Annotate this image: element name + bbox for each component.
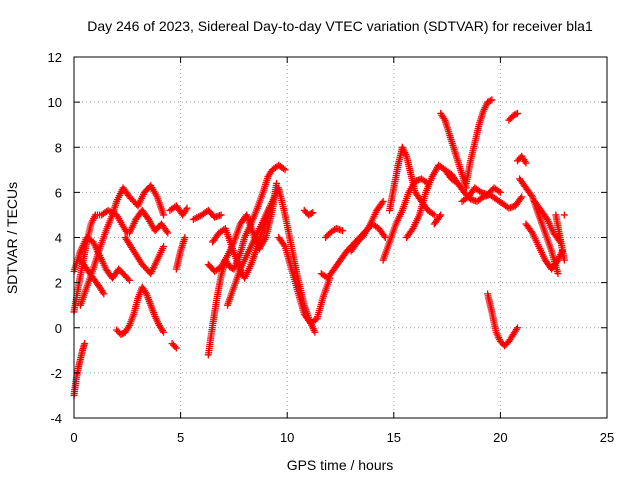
y-tick-label: -2 (50, 366, 62, 381)
data-point (339, 227, 347, 235)
data-point (518, 193, 526, 201)
data-point (379, 197, 387, 205)
data-point (512, 110, 520, 118)
data-point (163, 227, 171, 235)
data-point (311, 328, 319, 336)
data-point (380, 232, 388, 240)
data-point (437, 211, 445, 219)
data-point (513, 109, 521, 117)
data-point (486, 97, 494, 105)
data-point (309, 209, 317, 217)
data-point (164, 229, 172, 237)
data-point (81, 340, 89, 348)
data-point (183, 204, 191, 212)
data-point (160, 243, 168, 251)
y-tick-label: 6 (55, 185, 62, 200)
data-point (430, 211, 438, 219)
data-point (160, 211, 168, 219)
chart-title: Day 246 of 2023, Sidereal Day-to-day VTE… (87, 18, 593, 34)
x-tick-label: 15 (387, 430, 401, 445)
x-tick-label: 5 (177, 430, 184, 445)
data-point (513, 324, 521, 332)
data-point (378, 199, 386, 207)
y-tick-label: 10 (48, 95, 62, 110)
data-point (522, 159, 530, 167)
data-point (172, 344, 180, 352)
data-point (495, 187, 503, 195)
data-point (488, 96, 496, 104)
data-point (160, 328, 168, 336)
data-point (181, 234, 189, 241)
x-tick-label: 0 (70, 430, 77, 445)
data-point (527, 191, 535, 199)
data-point (125, 276, 133, 284)
y-tick-label: 2 (55, 276, 62, 291)
y-tick-label: 12 (48, 50, 62, 65)
x-tick-label: 20 (493, 430, 507, 445)
x-tick-label: 25 (600, 430, 614, 445)
y-tick-label: 8 (55, 140, 62, 155)
data-point (517, 194, 525, 202)
y-tick-label: 0 (55, 321, 62, 336)
data-point (217, 211, 225, 219)
data-point (496, 188, 504, 196)
y-tick-label: -4 (50, 411, 62, 426)
data-point (171, 343, 179, 351)
data-point (307, 209, 315, 217)
data-point (429, 210, 437, 218)
data-point (436, 212, 444, 220)
data-point (100, 290, 108, 298)
data-point (281, 166, 289, 174)
data-point (280, 241, 288, 249)
data-point (124, 275, 132, 283)
data-point (560, 256, 568, 264)
data-points (70, 96, 568, 399)
data-point (554, 270, 562, 278)
x-tick-label: 10 (280, 430, 294, 445)
data-point (560, 211, 568, 219)
axis-ticks: 0 5 10 15 20 25 -4 -2 0 2 4 6 8 10 12 (48, 50, 615, 445)
data-point (273, 179, 281, 187)
data-point (279, 165, 287, 173)
x-axis-title: GPS time / hours (287, 457, 394, 473)
y-tick-label: 4 (55, 231, 62, 246)
y-axis-title: SDTVAR / TECUs (4, 182, 20, 294)
